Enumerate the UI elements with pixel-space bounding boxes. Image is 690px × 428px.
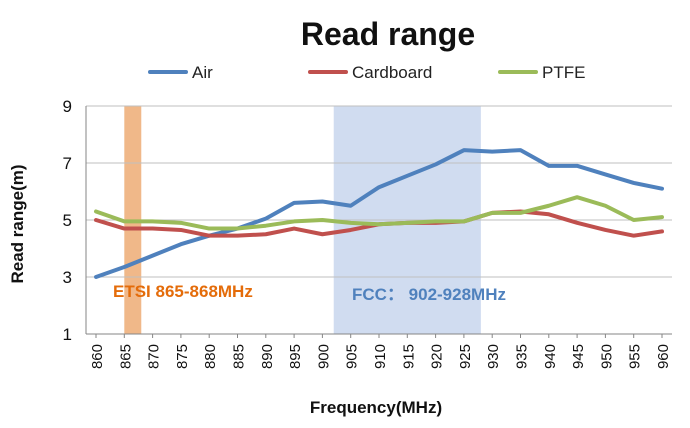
x-tick-label: 915 [400,344,417,369]
series-line-air [94,148,664,279]
x-tick-label: 950 [598,344,615,369]
y-tick-label: 3 [63,268,72,287]
x-tick-label: 910 [372,344,389,369]
y-tick-label: 1 [63,325,72,344]
x-tick-label: 875 [174,344,191,369]
y-axis-label: Read range(m) [8,164,27,283]
x-tick-label: 930 [485,344,502,369]
legend-label-ptfe: PTFE [542,63,585,82]
band-label-1: FCC： 902-928MHz [352,285,506,304]
x-tick-label: 935 [514,344,531,369]
x-tick-label: 895 [287,344,304,369]
x-tick-label: 870 [146,344,163,369]
x-tick-label: 880 [202,344,219,369]
legend: Air Cardboard PTFE [148,63,585,82]
annot-layer: ETSI 865-868MHz FCC： 902-928MHz [113,282,506,304]
legend-label-air: Air [192,63,213,82]
band-label-0: ETSI 865-868MHz [113,282,253,301]
x-tick-label: 960 [655,344,672,369]
legend-label-cardboard: Cardboard [352,63,432,82]
x-tick-label: 945 [570,344,587,369]
y-tick-label: 9 [63,97,72,116]
ticks-layer: 1 3 5 7 9 860 865 870 875 880 885 890 895 900 905 910 91… [63,97,672,369]
x-tick-label: 905 [344,344,361,369]
x-tick-label: 940 [542,344,559,369]
x-axis-label: Frequency(MHz) [310,398,442,417]
x-tick-label: 925 [457,344,474,369]
series-line-ptfe [94,195,664,231]
x-tick-label: 885 [231,344,248,369]
y-tick-label: 7 [63,154,72,173]
x-tick-label: 955 [627,344,644,369]
x-tick-label: 900 [315,344,332,369]
y-tick-label: 5 [63,211,72,230]
x-tick-label: 890 [259,344,276,369]
series-layer [94,148,664,279]
x-tick-label: 860 [89,344,106,369]
x-tick-label: 920 [429,344,446,369]
x-tick-label: 865 [117,344,134,369]
chart-title: Read range [301,16,475,52]
